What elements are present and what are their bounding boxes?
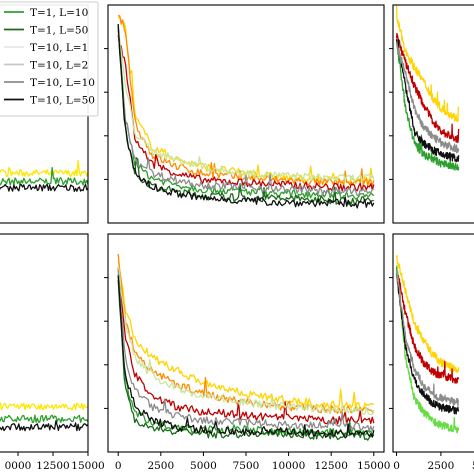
series-line <box>395 273 460 415</box>
tick-labels: 0000 12500 15000 0 2500 5000 7500 10000 12500 150… <box>5 460 474 472</box>
legend-box <box>0 1 99 117</box>
panel-1-series <box>117 14 375 209</box>
axes-frame <box>0 233 89 453</box>
series-line <box>117 253 375 415</box>
x-tick-label: 7500 <box>233 460 260 472</box>
axes-frame <box>392 233 474 453</box>
x-tick-label: 5000 <box>190 460 217 472</box>
series-line <box>117 267 375 425</box>
panel-0-series <box>0 159 88 192</box>
legend-entry-label: T=10, L=50 <box>30 95 95 107</box>
legend-entry-label: T=10, L=1 <box>30 42 88 54</box>
series-line <box>0 159 88 178</box>
series-line <box>117 24 375 209</box>
series-line <box>395 264 460 434</box>
x-tick-label: 2500 <box>428 460 455 472</box>
x-tick-label: 12500 <box>314 460 347 472</box>
series-line <box>0 183 88 192</box>
x-tick-label: 15000 <box>71 460 104 472</box>
series-line <box>395 266 460 384</box>
series-line <box>117 280 375 441</box>
panel-3-series <box>0 402 88 432</box>
series-line <box>0 420 88 432</box>
series-line <box>117 265 375 416</box>
series-line <box>117 30 375 200</box>
legend: T=1, L=10 T=1, L=50 T=10, L=1 T=10, L=2 T=10… <box>0 1 99 117</box>
series-line <box>0 166 88 186</box>
series-line <box>117 14 375 187</box>
series-line <box>395 38 460 163</box>
x-tick-label: 0000 <box>5 460 32 472</box>
legend-entry-label: T=1, L=10 <box>30 7 88 19</box>
series-line <box>395 269 459 407</box>
series-line <box>117 27 375 197</box>
x-tick-label: 2500 <box>147 460 174 472</box>
x-tick-label: 0 <box>393 460 400 472</box>
series-line <box>117 260 375 411</box>
series-line <box>0 402 88 411</box>
legend-entry-label: T=10, L=10 <box>30 77 95 89</box>
series-layer <box>0 5 460 441</box>
panel-2-series <box>395 5 460 171</box>
panel-5-series <box>395 254 460 434</box>
x-tick-label: 0 <box>115 460 122 472</box>
panel-4-series <box>117 253 375 441</box>
axes-frame <box>107 4 385 224</box>
axes-frames <box>0 4 474 456</box>
x-tick-label: 5000 <box>472 460 474 472</box>
series-line <box>395 40 460 171</box>
axes-frame <box>392 4 474 224</box>
series-line <box>117 270 375 432</box>
series-line <box>395 32 460 143</box>
series-line <box>395 5 460 123</box>
x-tick-label: 10000 <box>272 460 305 472</box>
series-line <box>117 275 375 439</box>
x-tick-label: 15000 <box>357 460 390 472</box>
legend-entry-label: T=1, L=50 <box>30 25 88 37</box>
series-line <box>0 414 88 423</box>
series-line <box>117 35 375 192</box>
x-tick-label: 12500 <box>36 460 69 472</box>
series-line <box>395 41 460 154</box>
legend-entry-label: T=10, L=2 <box>30 60 88 72</box>
series-line <box>395 254 460 374</box>
